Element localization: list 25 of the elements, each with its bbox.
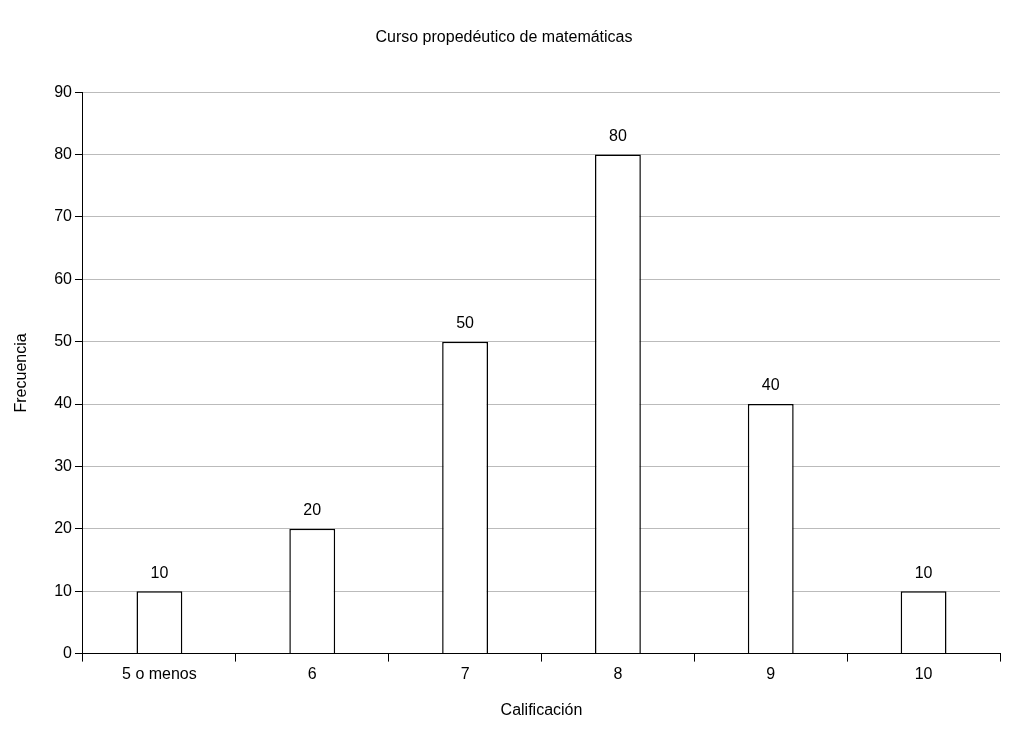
x-tick-label: 8 [613,664,623,682]
y-tick-label: 90 [54,82,73,100]
y-tick-label: 70 [54,207,73,225]
y-tick-label: 60 [54,269,73,287]
data-label: 80 [609,126,627,144]
data-label: 10 [914,563,933,581]
x-tick-label: 5 o menos [122,664,197,682]
data-label: 10 [150,563,169,581]
y-axis-title: Frecuencia [12,333,30,413]
y-tick-label: 80 [54,144,73,162]
y-tick-label: 0 [63,644,73,662]
data-label: 40 [761,376,780,394]
x-tick-label: 9 [766,664,776,682]
y-tick-label: 10 [54,581,73,599]
y-tick-label: 30 [54,456,73,474]
data-label: 50 [456,314,475,332]
chart-title: Curso propedéutico de matemáticas [375,28,633,46]
y-tick-label: 50 [54,332,73,350]
y-tick-label: 20 [54,519,73,537]
x-tick-label: 10 [914,664,933,682]
y-tick-label: 40 [54,394,73,412]
x-tick-label: 7 [460,664,470,682]
x-axis-title: Calificación [500,700,583,718]
x-tick-label: 6 [307,664,317,682]
data-label: 20 [303,501,322,519]
